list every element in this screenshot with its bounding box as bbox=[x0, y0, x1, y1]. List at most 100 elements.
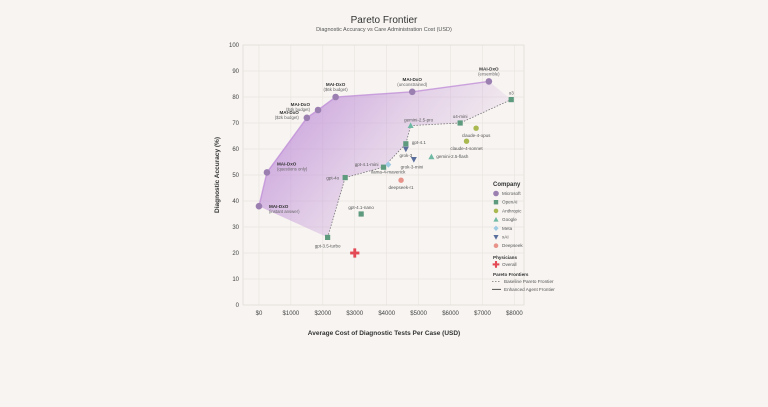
point-label: deepseek-r1 bbox=[389, 185, 415, 190]
point-o4-mini bbox=[457, 120, 463, 126]
x-tick-label: $3000 bbox=[346, 311, 363, 317]
legend-entry-google: Google bbox=[502, 217, 517, 222]
legend-marker-anthropic bbox=[493, 208, 499, 214]
point-gpt-4-1-mini bbox=[380, 164, 387, 170]
point-gpt-3-5-turbo bbox=[325, 234, 331, 240]
legend-marker-meta bbox=[493, 225, 499, 232]
y-tick-label: 70 bbox=[232, 121, 239, 127]
point-label-title: MAI-DxO bbox=[403, 77, 423, 82]
plus-bar-v bbox=[494, 261, 498, 268]
legend-heading: Company bbox=[493, 182, 521, 188]
point-label-title: MAI-DxO bbox=[269, 204, 289, 209]
point-deepseek-r1 bbox=[398, 177, 404, 183]
point-label: o3 bbox=[509, 91, 515, 96]
point-mai-dxo-unconstrained bbox=[408, 88, 416, 96]
legend: Company Microsoft OpenAI Anthropic Google Met… bbox=[492, 182, 555, 292]
point-label: grok-3-mini bbox=[401, 164, 424, 169]
point-mai-dxo-instant-answer bbox=[255, 202, 263, 210]
point-label-sub: ($2k budget) bbox=[275, 115, 300, 120]
point-grok-3-mini bbox=[410, 157, 417, 163]
point-label: claude-4-sonnet bbox=[450, 146, 483, 151]
point-label: gemini-2.5-pro bbox=[404, 118, 434, 123]
point-label: gpt-4.1-mini bbox=[355, 162, 379, 167]
legend-marker-deepseek bbox=[493, 243, 499, 248]
y-tick-label: 80 bbox=[232, 95, 239, 101]
point-gemini-2-5-flash bbox=[428, 153, 435, 160]
y-tick-label: 100 bbox=[229, 43, 240, 49]
legend-entry-meta: Meta bbox=[502, 226, 513, 231]
x-tick-label: $2000 bbox=[314, 311, 331, 317]
x-tick-label: $0 bbox=[256, 311, 263, 317]
point-label-sub: (ensemble) bbox=[478, 71, 500, 76]
x-tick-label: $8000 bbox=[506, 311, 523, 317]
legend-entry-openai: OpenAI bbox=[502, 200, 518, 205]
y-tick-label: 20 bbox=[232, 251, 239, 257]
y-tick-label: 30 bbox=[232, 225, 239, 231]
point-grok-3 bbox=[402, 146, 409, 153]
point-claude-4-sonnet bbox=[463, 138, 470, 144]
x-tick-label: $4000 bbox=[378, 311, 395, 317]
point-label: gpt-4.1 bbox=[412, 140, 427, 145]
x-tick-label: $1000 bbox=[283, 311, 300, 317]
legend-marker-xai bbox=[493, 234, 499, 240]
legend-marker-microsoft bbox=[493, 190, 499, 197]
point-label-sub: (unconstrained) bbox=[397, 82, 427, 87]
y-tick-label: 60 bbox=[232, 147, 239, 153]
point-label-sub: (instant answer) bbox=[269, 209, 300, 214]
y-axis-label: Diagnostic Accuracy (%) bbox=[214, 137, 221, 213]
point-label-title: MAI-DxO bbox=[479, 66, 499, 71]
legend-entry-microsoft: Microsoft bbox=[502, 191, 521, 196]
legend-heading: Pareto Frontiers bbox=[493, 272, 529, 277]
chart-title: Pareto Frontier bbox=[351, 15, 418, 26]
point-label: gemini-2.5-flash bbox=[436, 154, 469, 159]
point-label: gpt-4o bbox=[326, 176, 339, 181]
y-tick-label: 10 bbox=[232, 277, 239, 283]
point-label-title: MAI-DxO bbox=[277, 161, 297, 166]
y-tick-label: 90 bbox=[232, 69, 239, 75]
point-label: o4-mini bbox=[453, 114, 468, 119]
point-gpt-4-1-nano bbox=[358, 211, 364, 217]
point-llama-4-maverick bbox=[385, 161, 392, 168]
legend-entry-xai: xAI bbox=[502, 235, 509, 240]
point-label-title: MAI-DxO bbox=[291, 102, 311, 107]
legend-marker-google bbox=[493, 216, 499, 222]
point-label-sub: ($6k budget) bbox=[324, 87, 349, 92]
legend-entry-anthropic: Anthropic bbox=[502, 208, 522, 213]
point-label-sub: ($4k budget) bbox=[286, 107, 311, 112]
y-tick-label: 40 bbox=[232, 199, 239, 205]
plus-bar-v bbox=[353, 248, 357, 258]
point-label-title: MAI-DxO bbox=[326, 82, 346, 87]
legend-marker-openai bbox=[493, 199, 499, 205]
x-tick-label: $7000 bbox=[474, 311, 491, 317]
legend-entry-overall: Overall bbox=[502, 262, 517, 267]
point-mai-dxo-4k-budget bbox=[314, 106, 322, 114]
legend-marker-overall bbox=[492, 261, 500, 268]
point-label: claude-4-opus bbox=[462, 133, 491, 138]
legend-entry-enhanced-agent-frontier: Enhanced Agent Frontier bbox=[504, 287, 555, 292]
point-label-sub: (questions only) bbox=[277, 166, 308, 171]
point-claude-4-opus bbox=[473, 125, 479, 131]
point-gpt-4-1 bbox=[403, 141, 409, 147]
point-label-title: MAI-DxO bbox=[279, 110, 299, 115]
x-axis-label: Average Cost of Diagnostic Tests Per Cas… bbox=[308, 330, 460, 337]
legend-entry-baseline-pareto-frontier: Baseline Pareto Frontier bbox=[504, 279, 554, 284]
point-mai-dxo-ensemble bbox=[485, 78, 493, 85]
y-tick-label: 50 bbox=[232, 173, 239, 179]
point-label: llama-4-maverick bbox=[371, 170, 406, 175]
point-o3 bbox=[508, 97, 514, 103]
point-gemini-2-5-pro bbox=[407, 122, 414, 128]
chart-subtitle: Diagnostic Accuracy vs Care Administrati… bbox=[316, 27, 452, 33]
point-gpt-4o bbox=[342, 175, 348, 181]
x-tick-label: $5000 bbox=[410, 311, 427, 317]
point-label: gpt-4.1-nano bbox=[348, 205, 374, 210]
frontier-area bbox=[259, 81, 512, 238]
point-mai-dxo-questions-only bbox=[263, 169, 271, 176]
legend-entry-deepseek: Deepseek bbox=[502, 243, 523, 248]
point-mai-dxo-6k-budget bbox=[332, 93, 339, 101]
point-label: gpt-3.5-turbo bbox=[315, 243, 341, 248]
legend-heading: Physicians bbox=[493, 255, 517, 260]
x-tick-label: $6000 bbox=[442, 311, 459, 317]
y-tick-label: 0 bbox=[236, 303, 240, 309]
